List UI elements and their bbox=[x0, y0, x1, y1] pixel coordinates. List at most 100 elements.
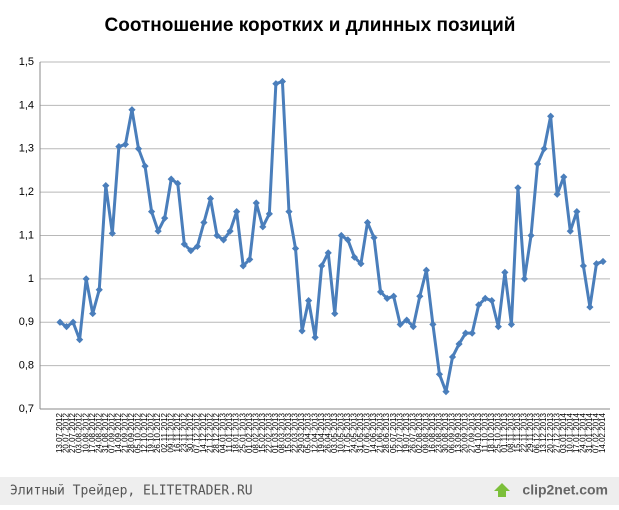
x-tick-label: 02.08.2013 bbox=[415, 412, 424, 453]
data-point bbox=[265, 210, 273, 218]
x-tick-label: 08.03.2013 bbox=[278, 412, 287, 453]
x-tick-label: 03.05.2013 bbox=[330, 412, 339, 453]
data-point bbox=[547, 112, 555, 120]
data-point bbox=[468, 329, 476, 337]
data-point bbox=[278, 77, 287, 86]
x-tick-label: 31.05.2013 bbox=[356, 412, 365, 453]
x-tick-label: 12.10.2012 bbox=[140, 412, 149, 453]
x-tick-label: 14.12.2012 bbox=[199, 412, 208, 453]
x-tick-label: 13.12.2013 bbox=[539, 412, 548, 453]
x-tick-label: 11.10.2013 bbox=[480, 412, 489, 452]
x-tick-label: 24.01.2014 bbox=[578, 412, 587, 453]
data-point bbox=[311, 333, 319, 342]
data-point bbox=[527, 231, 535, 240]
data-point bbox=[226, 227, 234, 235]
data-point bbox=[56, 318, 64, 326]
x-tick-label: 10.08.2012 bbox=[81, 412, 90, 453]
x-tick-label: 09.08.2013 bbox=[421, 412, 430, 453]
data-point bbox=[206, 195, 215, 203]
data-point bbox=[219, 236, 228, 244]
data-point bbox=[520, 275, 529, 283]
data-point bbox=[69, 318, 77, 326]
data-point bbox=[161, 214, 169, 222]
data-point bbox=[599, 257, 607, 266]
data-point bbox=[533, 160, 542, 168]
data-line bbox=[59, 80, 604, 394]
x-tick-label: 15.11.2013 bbox=[513, 412, 522, 452]
x-tick-label: 14.06.2013 bbox=[369, 412, 378, 453]
data-point bbox=[285, 208, 293, 216]
x-tick-label: 08.02.2013 bbox=[251, 412, 260, 453]
x-tick-label: 12.07.2013 bbox=[395, 412, 404, 453]
data-point bbox=[95, 286, 103, 294]
x-tick-label: 31.01.2014 bbox=[585, 412, 594, 453]
data-point bbox=[586, 303, 594, 311]
data-point bbox=[592, 260, 601, 268]
data-point bbox=[416, 292, 424, 300]
data-point bbox=[435, 370, 444, 378]
data-point bbox=[357, 260, 365, 268]
chart-title: Соотношение коротких и длинных позиций bbox=[105, 15, 516, 36]
x-tick-label: 31.08.2012 bbox=[101, 412, 110, 453]
x-tick-label: 15.03.2013 bbox=[284, 412, 293, 453]
data-point bbox=[167, 175, 175, 183]
x-tick-label: 25.01.2013 bbox=[238, 412, 247, 453]
x-tick-label: 28.06.2013 bbox=[382, 412, 391, 453]
x-tick-label: 03.01.2014 bbox=[559, 412, 568, 453]
footer-logo[interactable]: clip2net.com bbox=[522, 482, 608, 498]
x-tick-label: 17.05.2013 bbox=[343, 412, 352, 453]
x-tick-label: 20.09.2013 bbox=[461, 412, 470, 453]
x-tick-label: 29.11.2013 bbox=[526, 412, 535, 452]
footer-source: Элитный Трейдер, ELITETRADER.RU bbox=[10, 484, 253, 499]
data-point bbox=[494, 322, 502, 331]
data-point bbox=[89, 309, 97, 318]
data-point bbox=[187, 247, 195, 255]
data-point bbox=[455, 340, 463, 348]
data-point bbox=[213, 231, 221, 240]
data-point bbox=[305, 296, 313, 305]
data-point bbox=[344, 236, 352, 244]
x-tick-label: 05.07.2013 bbox=[389, 412, 398, 453]
x-tick-label: 25.10.2013 bbox=[493, 412, 502, 453]
x-tick-label: 28.12.2012 bbox=[212, 412, 221, 453]
data-point bbox=[115, 142, 123, 151]
x-tick-label: 03.08.2012 bbox=[75, 412, 84, 453]
data-point bbox=[579, 262, 587, 270]
data-point bbox=[370, 234, 378, 242]
data-point bbox=[324, 249, 332, 257]
data-point bbox=[174, 179, 182, 188]
x-tick-label: 12.04.2013 bbox=[310, 412, 319, 453]
y-tick-label: 0,7 bbox=[19, 403, 34, 415]
y-tick-label: 1,4 bbox=[19, 99, 34, 111]
data-point bbox=[429, 320, 437, 329]
x-tick-label: 27.09.2013 bbox=[467, 412, 476, 453]
data-point bbox=[108, 229, 116, 237]
x-tick-label: 18.10.2013 bbox=[487, 412, 496, 453]
x-tick-label: 23.11.2012 bbox=[179, 412, 188, 452]
data-point bbox=[233, 208, 241, 216]
x-tick-label: 01.11.2013 bbox=[500, 412, 509, 452]
x-tick-label: 20.07.2012 bbox=[62, 412, 71, 453]
x-tick-label: 04.10.2013 bbox=[474, 412, 483, 453]
data-point bbox=[239, 262, 247, 270]
data-point bbox=[553, 190, 561, 198]
data-point bbox=[383, 294, 391, 302]
x-tick-label: 29.03.2013 bbox=[297, 412, 306, 453]
data-point bbox=[501, 268, 509, 276]
x-tick-label: 19.04.2013 bbox=[317, 412, 326, 453]
x-tick-label: 22.03.2013 bbox=[291, 412, 300, 453]
x-tick-label: 26.07.2013 bbox=[408, 412, 417, 453]
x-tick-label: 10.05.2013 bbox=[336, 412, 345, 453]
x-tick-label: 22.02.2013 bbox=[264, 412, 273, 453]
x-tick-label: 06.09.2013 bbox=[448, 412, 457, 453]
data-point bbox=[363, 218, 372, 227]
x-tick-label: 16.11.2012 bbox=[173, 412, 182, 452]
data-point bbox=[193, 242, 201, 250]
data-point bbox=[566, 227, 574, 235]
data-point bbox=[62, 322, 71, 331]
x-tick-label: 01.02.2013 bbox=[245, 412, 254, 453]
x-tick-label: 28.09.2012 bbox=[127, 412, 136, 453]
y-tick-label: 0,9 bbox=[19, 316, 34, 328]
x-tick-label: 09.11.2012 bbox=[166, 412, 175, 452]
y-tick-label: 1 bbox=[28, 273, 34, 285]
